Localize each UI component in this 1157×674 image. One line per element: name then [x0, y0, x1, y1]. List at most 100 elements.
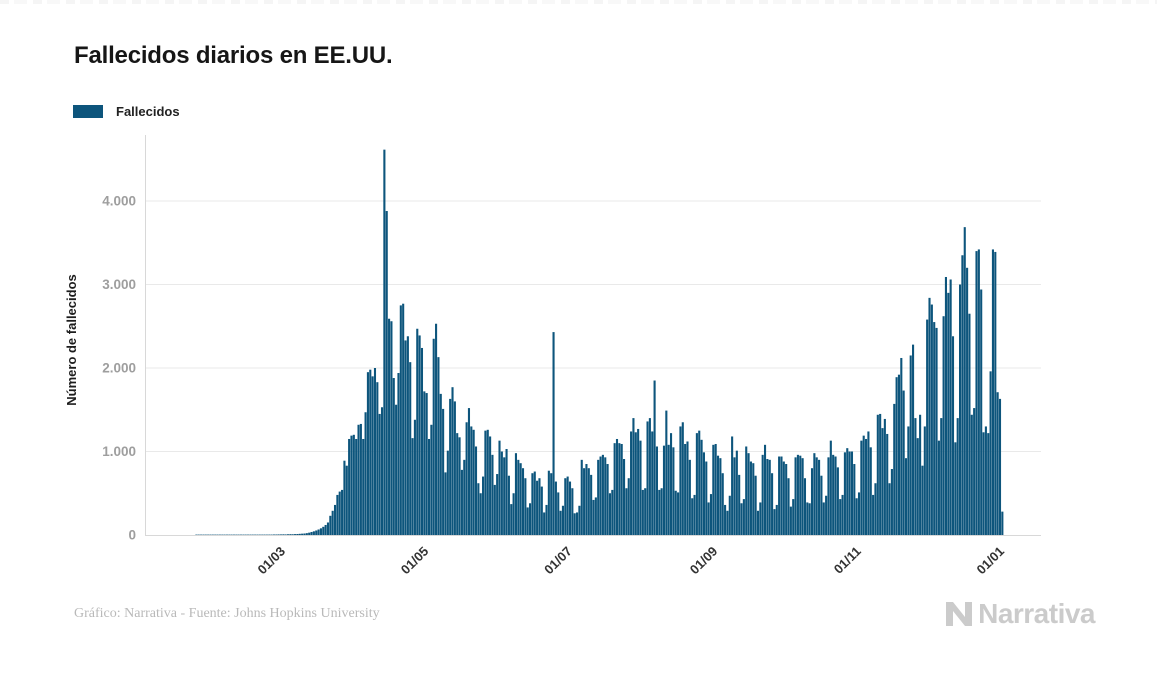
bar: [815, 457, 818, 536]
bar: [329, 515, 332, 536]
bar: [637, 428, 640, 535]
bar: [893, 403, 896, 535]
bar: [543, 512, 546, 535]
bar: [912, 344, 915, 535]
narrativa-n-icon: [946, 602, 973, 626]
bar: [493, 484, 496, 535]
brand-logo: Narrativa: [944, 598, 1095, 630]
bar: [982, 432, 985, 535]
bar: [651, 431, 654, 535]
bar: [554, 481, 557, 535]
bar: [994, 251, 997, 535]
bar: [785, 464, 788, 535]
bar: [942, 316, 945, 535]
bar: [944, 276, 947, 535]
bar: [902, 390, 905, 535]
bar: [630, 431, 633, 535]
bar: [937, 440, 940, 535]
bar: [766, 459, 769, 535]
bar: [726, 510, 729, 535]
bar: [500, 451, 503, 535]
bar: [592, 499, 595, 535]
bar: [834, 456, 837, 535]
bar: [566, 476, 569, 535]
bar: [418, 335, 421, 535]
bar: [423, 391, 426, 535]
bar: [921, 465, 924, 535]
chart-credit: Gráfico: Narrativa - Fuente: Johns Hopki…: [74, 606, 380, 621]
bar: [550, 473, 553, 535]
bar: [343, 460, 346, 535]
bar: [404, 340, 407, 535]
bar: [895, 377, 898, 535]
bar: [324, 524, 327, 535]
bar: [869, 447, 872, 535]
bar: [547, 470, 550, 535]
bar: [576, 512, 579, 535]
bar: [615, 438, 619, 536]
bar: [611, 489, 614, 535]
bar: [545, 504, 548, 535]
bar: [907, 426, 910, 535]
bar: [674, 490, 677, 536]
bar: [782, 461, 785, 535]
bar: [857, 492, 861, 536]
bar: [496, 474, 499, 536]
y-tick-label: 3.000: [102, 277, 136, 292]
bar: [604, 457, 607, 536]
bar: [648, 418, 651, 535]
bar: [458, 437, 461, 536]
bar: [935, 327, 938, 535]
bar: [460, 469, 463, 535]
bar: [357, 424, 360, 535]
bar: [301, 533, 304, 535]
bar: [862, 435, 865, 535]
bar: [716, 455, 720, 536]
bar: [672, 447, 675, 535]
bar: [310, 531, 313, 535]
bar: [286, 534, 290, 535]
bar: [284, 534, 287, 535]
bar: [660, 488, 663, 535]
bar: [655, 446, 658, 535]
bar: [507, 475, 510, 535]
bar: [719, 458, 722, 535]
bar: [437, 357, 440, 535]
bar: [529, 503, 532, 535]
bar: [472, 429, 475, 535]
bar: [470, 426, 473, 535]
bar: [514, 453, 518, 535]
bar: [740, 503, 743, 535]
bar: [684, 443, 687, 536]
top-edge-artifact: [0, 0, 1157, 4]
legend-swatch: [73, 105, 103, 118]
x-tick-label: 01/05: [398, 544, 432, 578]
bar: [841, 494, 844, 535]
bar: [291, 534, 294, 535]
bar: [350, 435, 353, 535]
y-tick-label: 0: [128, 528, 136, 543]
bar: [583, 468, 586, 535]
bar: [714, 443, 717, 536]
bar: [430, 424, 433, 535]
bar: [390, 321, 393, 535]
bar: [489, 436, 492, 535]
bar: [517, 459, 520, 535]
bar: [695, 433, 698, 535]
bar: [463, 459, 466, 535]
bar: [279, 534, 283, 535]
bar: [580, 459, 583, 535]
bar: [923, 426, 926, 535]
bar: [665, 410, 668, 535]
bar: [806, 502, 809, 536]
bar: [843, 452, 846, 535]
bar: [348, 438, 351, 536]
bar: [998, 398, 1002, 535]
bar: [778, 456, 781, 535]
bar: [721, 473, 724, 535]
bar: [378, 413, 381, 536]
bar: [707, 502, 710, 536]
bar: [425, 393, 428, 535]
bar: [747, 453, 750, 535]
bar: [980, 289, 983, 535]
